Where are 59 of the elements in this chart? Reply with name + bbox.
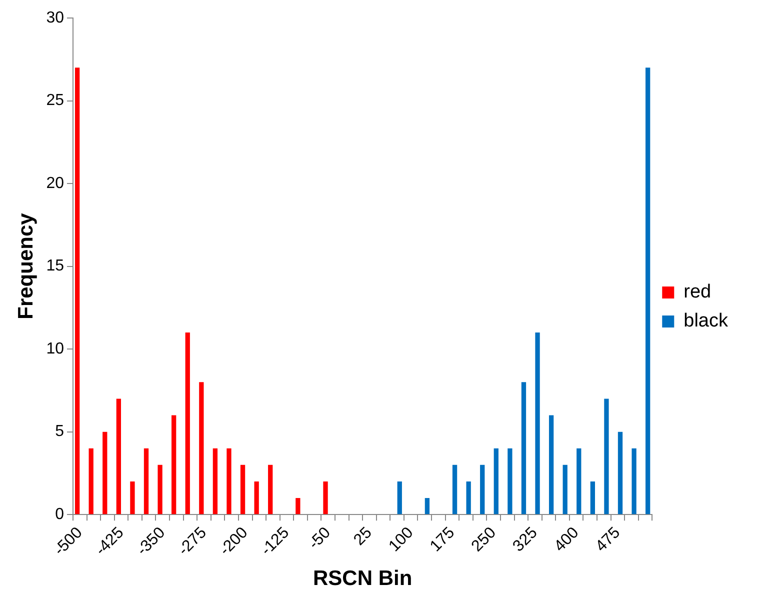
bar bbox=[172, 415, 176, 514]
x-tick-label: -125 bbox=[258, 524, 293, 559]
bar bbox=[590, 481, 596, 514]
x-tick-label: -200 bbox=[216, 524, 252, 559]
x-tick-label: 25 bbox=[350, 524, 376, 549]
legend-label: black bbox=[684, 310, 728, 332]
bar bbox=[548, 415, 554, 514]
bar bbox=[240, 464, 246, 514]
y-tick-label: 5 bbox=[55, 423, 64, 440]
legend-label: red bbox=[684, 282, 712, 303]
bar bbox=[494, 448, 498, 514]
x-axis-title: RSCN Bin bbox=[312, 567, 412, 590]
x-tick-label: 250 bbox=[468, 524, 500, 556]
y-tick-label: 30 bbox=[46, 9, 64, 26]
y-tick-label: 20 bbox=[46, 174, 64, 192]
y-tick-label: 25 bbox=[46, 92, 64, 110]
bar bbox=[268, 464, 273, 514]
y-tick-label: 10 bbox=[46, 340, 64, 358]
bar bbox=[521, 382, 526, 514]
bar bbox=[452, 464, 458, 514]
bar bbox=[535, 332, 540, 514]
bar bbox=[480, 464, 485, 514]
bar bbox=[632, 448, 636, 514]
y-axis-title: Frequency bbox=[14, 212, 38, 320]
y-tick-label: 0 bbox=[55, 506, 64, 523]
bar bbox=[424, 498, 430, 514]
bar bbox=[562, 464, 568, 514]
bar bbox=[226, 448, 232, 514]
bar bbox=[144, 448, 149, 514]
x-tick-label: -50 bbox=[306, 524, 334, 553]
bar bbox=[254, 481, 259, 514]
y-tick-label: 15 bbox=[46, 258, 64, 275]
x-tick-label: 175 bbox=[427, 524, 458, 556]
bar bbox=[296, 498, 300, 514]
bar bbox=[646, 68, 650, 514]
x-tick-label: -500 bbox=[51, 524, 86, 559]
x-tick-label: -275 bbox=[175, 524, 210, 559]
bar bbox=[508, 448, 512, 514]
bar bbox=[618, 432, 623, 514]
bar bbox=[576, 448, 582, 514]
bar bbox=[397, 481, 402, 514]
bar bbox=[323, 481, 328, 514]
bar bbox=[116, 398, 121, 514]
x-tick-label: 325 bbox=[510, 524, 541, 556]
bar bbox=[199, 382, 204, 514]
bar bbox=[185, 332, 190, 514]
bar bbox=[212, 448, 218, 514]
bar bbox=[466, 481, 471, 514]
bar bbox=[604, 398, 609, 514]
x-tick-label: 400 bbox=[551, 524, 582, 556]
x-tick-label: -350 bbox=[134, 524, 169, 559]
bar bbox=[130, 481, 135, 514]
x-tick-label: 475 bbox=[592, 524, 624, 556]
x-tick-label: 100 bbox=[386, 524, 417, 556]
bar bbox=[102, 432, 108, 514]
bar bbox=[74, 68, 80, 514]
bar bbox=[158, 464, 162, 514]
x-tick-label: -425 bbox=[92, 524, 128, 559]
bar bbox=[88, 448, 94, 514]
